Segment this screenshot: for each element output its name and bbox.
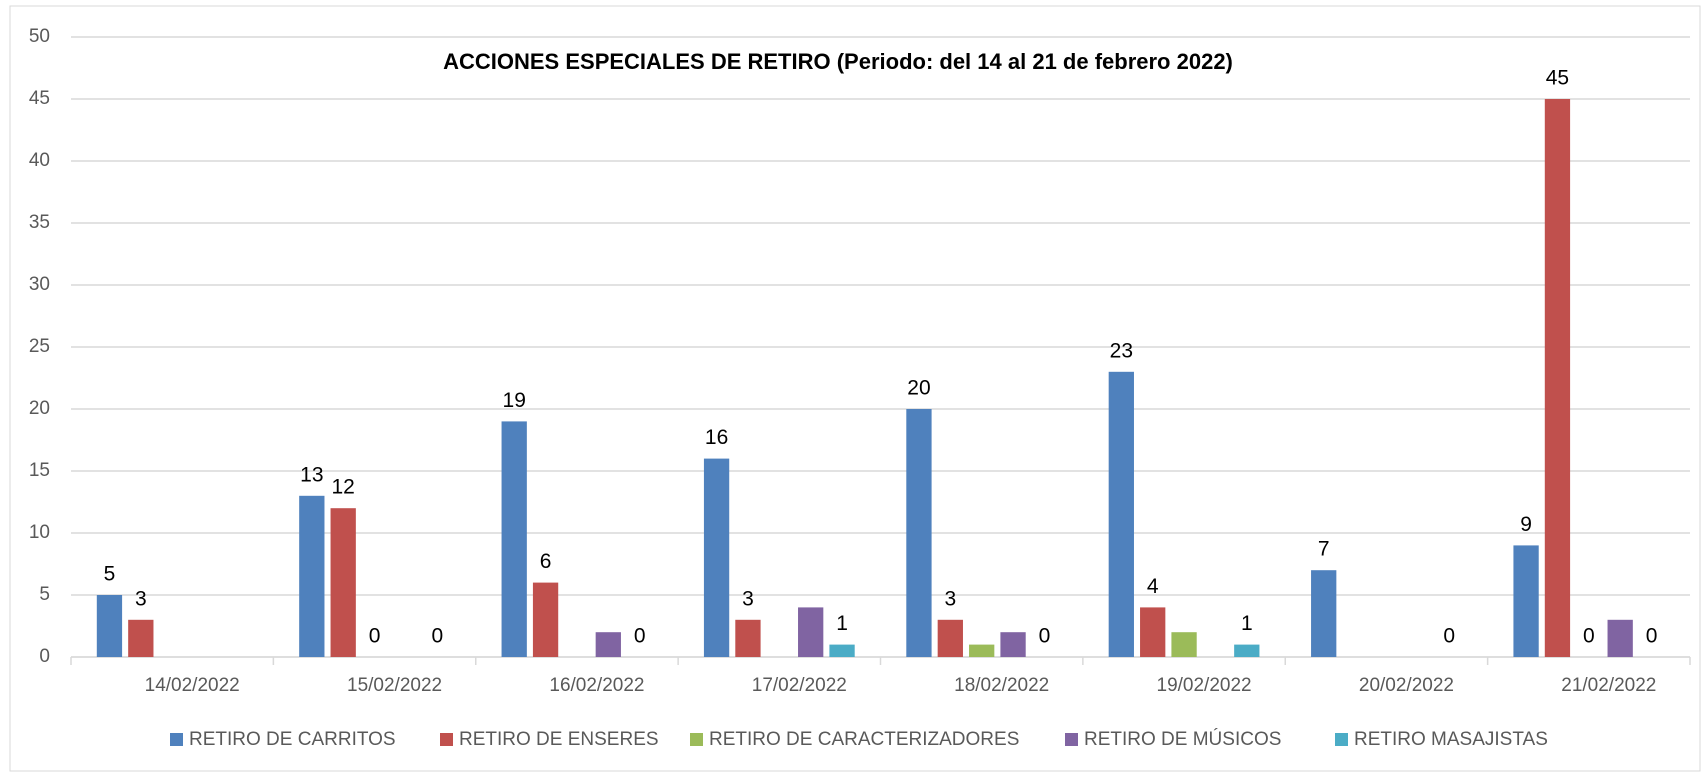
y-tick-label: 50 (29, 26, 50, 47)
legend-swatch (440, 733, 453, 746)
bar (735, 619, 761, 657)
legend-label: RETIRO DE ENSERES (459, 729, 659, 750)
legend-label: RETIRO DE CARACTERIZADORES (709, 729, 1019, 750)
bar (906, 409, 932, 657)
x-tick-label: 20/02/2022 (1359, 675, 1454, 696)
bar (1544, 99, 1571, 657)
data-label: 0 (1583, 625, 1595, 648)
y-tick-label: 40 (29, 150, 50, 171)
x-tick-label: 19/02/2022 (1157, 675, 1252, 696)
legend-label: RETIRO DE CARRITOS (189, 729, 396, 750)
y-tick-label: 10 (29, 522, 50, 543)
legend-swatch (1065, 733, 1078, 746)
data-label: 19 (503, 389, 526, 412)
legend-label: RETIRO DE MÚSICOS (1084, 728, 1281, 750)
data-label: 0 (431, 625, 443, 648)
y-tick-label: 45 (29, 88, 50, 109)
y-tick-label: 25 (29, 336, 50, 357)
data-label: 5 (104, 563, 116, 586)
data-label: 0 (1039, 625, 1051, 648)
data-label: 23 (1110, 339, 1133, 362)
legend-swatch (690, 733, 703, 746)
bar (330, 508, 356, 657)
x-tick-label: 15/02/2022 (347, 675, 442, 696)
chart-title: ACCIONES ESPECIALES DE RETIRO (Periodo: … (443, 49, 1233, 74)
data-label: 6 (540, 550, 552, 573)
legend-swatch (1335, 733, 1348, 746)
x-tick-label: 21/02/2022 (1561, 675, 1656, 696)
bar (937, 619, 963, 657)
bar (829, 644, 855, 657)
data-label: 0 (634, 625, 646, 648)
bar (1311, 570, 1337, 657)
bar (1140, 607, 1166, 657)
data-label: 0 (1443, 625, 1455, 648)
data-label: 3 (742, 587, 754, 610)
chart-border (9, 5, 1701, 772)
bar (501, 421, 527, 657)
data-label: 45 (1546, 67, 1569, 90)
data-label: 13 (300, 463, 323, 486)
x-tick-label: 17/02/2022 (752, 675, 847, 696)
data-label: 12 (332, 476, 355, 499)
data-label: 4 (1147, 575, 1159, 598)
x-tick-label: 18/02/2022 (954, 675, 1049, 696)
data-label: 3 (135, 587, 147, 610)
data-label: 16 (705, 426, 728, 449)
y-tick-label: 5 (39, 584, 50, 605)
y-tick-label: 20 (29, 398, 50, 419)
y-tick-label: 15 (29, 460, 50, 481)
y-tick-label: 30 (29, 274, 50, 295)
bar (969, 644, 995, 657)
bar (1513, 545, 1539, 657)
legend-label: RETIRO MASAJISTAS (1354, 729, 1548, 750)
bar (1234, 644, 1260, 657)
data-label: 1 (836, 612, 848, 635)
bar (299, 495, 325, 657)
bar (1171, 632, 1197, 657)
bar (595, 632, 621, 657)
data-label: 9 (1520, 513, 1532, 536)
bar (1607, 619, 1633, 657)
data-label: 0 (1646, 625, 1658, 648)
bar (703, 458, 730, 657)
data-label: 3 (944, 587, 956, 610)
bar (798, 607, 824, 657)
bar (532, 582, 559, 657)
bar (96, 595, 123, 657)
data-label: 0 (369, 625, 381, 648)
data-label: 1 (1241, 612, 1253, 635)
legend-swatch (170, 733, 183, 746)
bar (1000, 632, 1026, 657)
bar (1108, 371, 1134, 657)
bar (128, 619, 154, 657)
y-tick-label: 0 (39, 646, 50, 667)
x-tick-label: 16/02/2022 (549, 675, 644, 696)
x-tick-label: 14/02/2022 (145, 675, 240, 696)
data-label: 20 (907, 377, 930, 400)
data-label: 7 (1318, 538, 1330, 561)
y-tick-label: 35 (29, 212, 50, 233)
